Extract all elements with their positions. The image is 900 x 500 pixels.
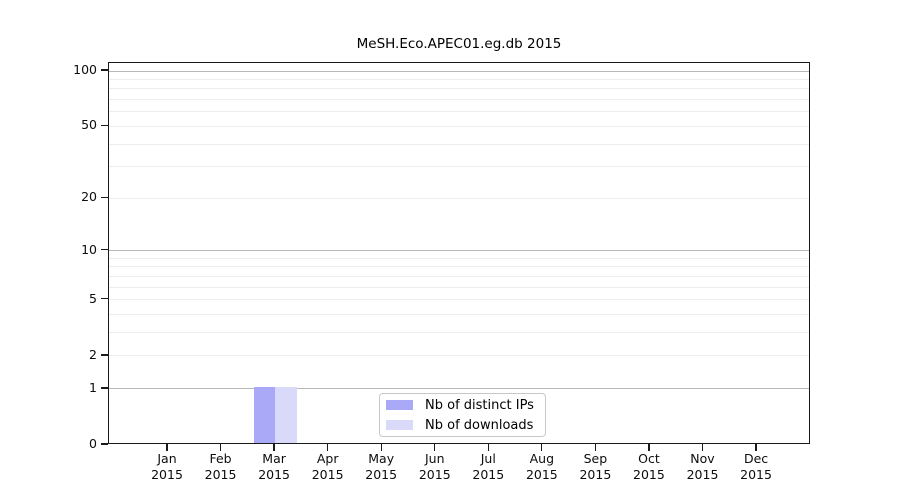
- x-label-year: 2015: [472, 467, 505, 482]
- x-label-month: Dec: [743, 451, 769, 466]
- x-tick-9: [648, 444, 650, 451]
- gridline-major-1: [109, 388, 809, 390]
- x-tick-3: [327, 444, 329, 451]
- x-label-month: Jun: [424, 451, 445, 466]
- y-tick-100: [100, 69, 108, 71]
- x-label-year: 2015: [365, 467, 398, 482]
- legend-swatch-distinct-ips: [386, 400, 413, 410]
- y-tick-label-1: 1: [89, 379, 97, 395]
- y-tick-10: [100, 249, 108, 251]
- x-label-month: Nov: [690, 451, 715, 466]
- gridline-minor-7: [109, 275, 809, 277]
- legend-swatch-downloads: [386, 420, 413, 430]
- x-tick-label-apr: Apr 2015: [296, 451, 360, 483]
- bar-nb-of-distinct-ips-mar-2015: [253, 386, 276, 443]
- x-label-year: 2015: [204, 467, 237, 482]
- x-label-month: Sep: [583, 451, 608, 466]
- plot-area: Nb of distinct IPs Nb of downloads: [108, 62, 810, 444]
- x-label-year: 2015: [740, 467, 772, 482]
- y-tick-2: [100, 354, 108, 356]
- gridline-minor-4: [109, 314, 809, 316]
- x-tick-label-aug: Aug 2015: [510, 451, 574, 483]
- y-tick-label-2: 2: [89, 346, 97, 362]
- x-label-month: May: [368, 451, 395, 466]
- y-tick-20: [100, 196, 108, 198]
- x-tick-label-jul: Jul 2015: [456, 451, 520, 483]
- gridline-minor-80: [109, 88, 809, 90]
- x-label-year: 2015: [258, 467, 290, 482]
- x-tick-11: [755, 444, 757, 451]
- legend-label-downloads: Nb of downloads: [425, 417, 534, 433]
- y-tick-label-100: 100: [73, 62, 97, 77]
- x-label-month: Aug: [529, 451, 555, 466]
- legend-item-downloads: Nb of downloads: [386, 417, 545, 434]
- gridline-minor-60: [109, 111, 809, 113]
- x-label-year: 2015: [525, 467, 558, 482]
- x-label-month: Oct: [638, 451, 660, 466]
- x-tick-label-may: May 2015: [349, 451, 413, 483]
- gridline-minor-40: [109, 143, 809, 145]
- gridline-minor-50: [109, 125, 809, 127]
- x-label-month: Jul: [480, 451, 496, 466]
- y-tick-label-0: 0: [89, 436, 97, 451]
- x-tick-label-jun: Jun 2015: [403, 451, 467, 483]
- gridline-minor-2: [109, 355, 809, 357]
- gridline-major-10: [109, 250, 809, 252]
- gridline-minor-9: [109, 257, 809, 259]
- x-tick-label-oct: Oct 2015: [617, 451, 681, 483]
- y-tick-0: [100, 443, 108, 445]
- y-tick-label-20: 20: [81, 189, 97, 205]
- y-tick-1: [100, 387, 108, 389]
- x-tick-label-feb: Feb 2015: [189, 451, 253, 483]
- gridline-minor-6: [109, 286, 809, 288]
- x-label-year: 2015: [311, 467, 344, 482]
- legend: Nb of distinct IPs Nb of downloads: [379, 393, 546, 437]
- x-label-year: 2015: [633, 467, 665, 482]
- x-tick-5: [434, 444, 436, 451]
- x-label-year: 2015: [579, 467, 612, 482]
- x-label-month: Apr: [316, 451, 339, 466]
- legend-item-distinct-ips: Nb of distinct IPs: [386, 397, 545, 414]
- x-label-month: Jan: [157, 451, 177, 466]
- x-tick-7: [541, 444, 543, 451]
- x-tick-label-dec: Dec 2015: [724, 451, 788, 483]
- x-tick-8: [594, 444, 597, 451]
- x-label-year: 2015: [686, 467, 719, 482]
- gridline-minor-90: [109, 78, 809, 80]
- gridline-minor-5: [109, 299, 809, 301]
- gridline-minor-30: [109, 166, 809, 168]
- y-tick-label-5: 5: [89, 290, 97, 306]
- gridline-minor-3: [109, 332, 809, 334]
- gridline-minor-8: [109, 266, 809, 268]
- x-label-year: 2015: [151, 467, 183, 482]
- x-tick-10: [701, 444, 704, 451]
- x-tick-label-mar: Mar 2015: [242, 451, 306, 483]
- x-tick-label-jan: Jan 2015: [135, 451, 199, 483]
- legend-label-distinct-ips: Nb of distinct IPs: [425, 397, 534, 413]
- gridline-minor-70: [109, 99, 809, 101]
- x-tick-label-nov: Nov 2015: [671, 451, 735, 483]
- chart-title: MeSH.Eco.APEC01.eg.db 2015: [356, 36, 562, 52]
- x-tick-4: [380, 444, 382, 451]
- x-label-year: 2015: [418, 467, 451, 482]
- gridline-minor-20: [109, 197, 809, 199]
- y-tick-50: [100, 124, 108, 127]
- x-tick-0: [166, 444, 168, 451]
- bar-nb-of-downloads-mar-2015: [275, 386, 297, 443]
- y-tick-5: [100, 298, 108, 300]
- y-tick-label-10: 10: [81, 241, 97, 257]
- y-tick-label-50: 50: [81, 117, 97, 133]
- x-tick-6: [487, 444, 489, 451]
- x-tick-1: [219, 444, 222, 451]
- x-label-month: Mar: [262, 451, 286, 466]
- x-label-month: Feb: [209, 451, 232, 466]
- x-tick-label-sep: Sep 2015: [563, 451, 627, 483]
- gridline-major-100: [109, 70, 809, 72]
- x-tick-2: [273, 444, 275, 451]
